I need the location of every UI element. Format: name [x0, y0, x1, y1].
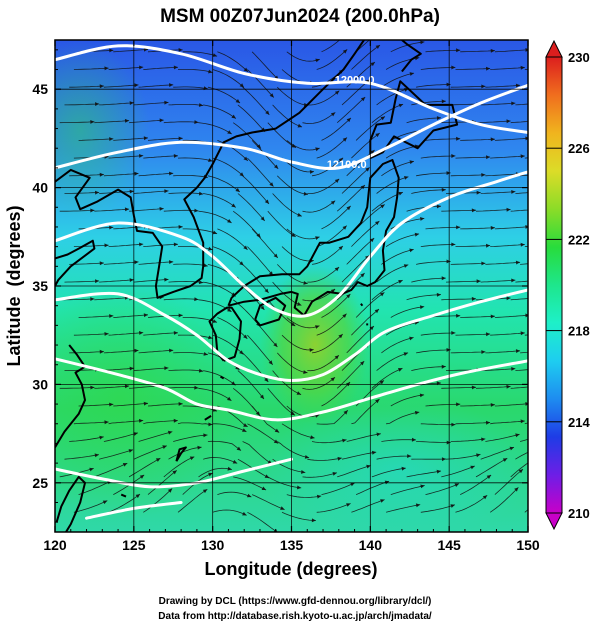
- colorbar-label-210: 210: [568, 506, 590, 521]
- wind-streamlines: [59, 40, 528, 532]
- credit-data: Data from http://database.rish.kyoto-u.a…: [158, 611, 432, 622]
- coastline-3: [369, 80, 459, 160]
- colorbar-label-222: 222: [568, 232, 590, 247]
- coastline-6: [55, 239, 96, 287]
- credit-drawing: Drawing by DCL (https://www.gfd-dennou.o…: [159, 596, 432, 607]
- temperature-shading: [55, 40, 528, 532]
- colorbar: 230 226 222 218 214 210: [545, 39, 590, 531]
- colorbar-label-226: 226: [568, 141, 590, 156]
- coastline-9: [175, 446, 187, 462]
- x-tick-label-145: 145: [437, 537, 461, 553]
- x-tick-label-140: 140: [359, 537, 383, 553]
- x-tick-label-150: 150: [516, 537, 540, 553]
- contour-label-1: 12100.0: [327, 159, 367, 171]
- y-tick-label-40: 40: [32, 180, 48, 196]
- x-tick-label-120: 120: [43, 537, 67, 553]
- y-tick-label-25: 25: [32, 475, 48, 491]
- colorbar-scale: [545, 56, 563, 514]
- contour-line-1: [55, 83, 528, 170]
- x-axis: 120 125 130 135 140 145 150: [43, 40, 540, 553]
- coastline-4: [401, 40, 422, 73]
- x-tick-label-130: 130: [201, 537, 225, 553]
- contour-line-5: [55, 457, 293, 489]
- y-tick-label-35: 35: [32, 278, 48, 294]
- colorbar-min-arrow: [545, 512, 563, 531]
- coastline-14: [360, 303, 364, 307]
- coastline-5: [55, 40, 365, 299]
- colorbar-label-218: 218: [568, 324, 590, 339]
- colorbar-max-arrow: [545, 39, 563, 58]
- y-tick-label-45: 45: [32, 81, 48, 97]
- x-axis-label: Longitude (degrees): [204, 559, 377, 579]
- coastline-11: [204, 415, 212, 421]
- contour-label-0: 12000.0: [335, 74, 375, 86]
- colorbar-label-214: 214: [568, 415, 590, 430]
- y-axis-label: Latitude (degrees): [4, 205, 24, 366]
- streamline-paths: [59, 40, 528, 532]
- coastline-10: [120, 493, 127, 498]
- coastline-1: [227, 159, 400, 317]
- coastline-12: [219, 375, 225, 380]
- lat-lon-grid: [55, 40, 528, 532]
- contour-line-4: [55, 357, 528, 422]
- figure-title: MSM 00Z07Jun2024 (200.0hPa): [160, 6, 440, 27]
- contour-labels: 12000.0 12100.0: [327, 74, 375, 171]
- x-tick-label-125: 125: [122, 537, 146, 553]
- y-axis: 25 30 35 40 45: [32, 49, 528, 523]
- coastline-0: [208, 306, 242, 362]
- y-tick-label-30: 30: [32, 376, 48, 392]
- colorbar-label-230: 230: [568, 50, 590, 65]
- coastline-2: [254, 296, 287, 327]
- coastline-8: [55, 475, 86, 532]
- x-tick-label-135: 135: [280, 537, 304, 553]
